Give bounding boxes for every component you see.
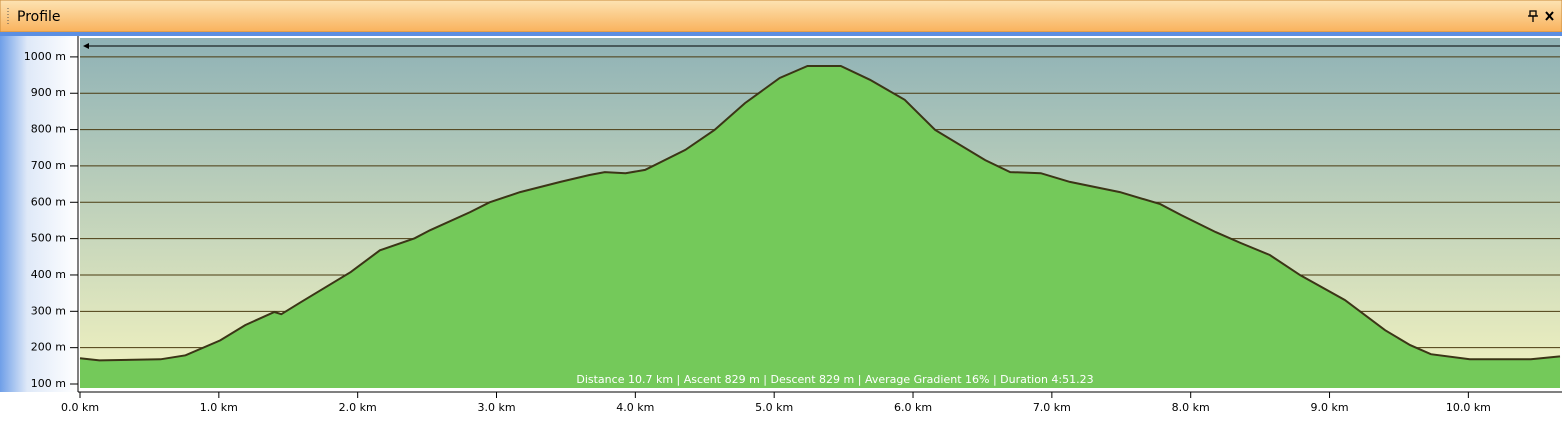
y-tick-label: 500 m (31, 232, 66, 245)
y-tick-label: 200 m (31, 341, 66, 354)
profile-line (79, 65, 1561, 362)
axes: 100 m 200 m 300 m 400 m 500 m 600 m 700 m 800 m… (24, 36, 1562, 414)
y-tick-label: 100 m (31, 377, 66, 390)
x-tick-label: 0.0 km (61, 401, 99, 414)
y-tick-label: 600 m (31, 195, 66, 208)
summary: Distance 10.7 km | Ascent 829 m | Descen… (576, 373, 1093, 386)
y-tick-label: 400 m (31, 268, 66, 281)
frame-top (0, 32, 1562, 36)
x-tick-label: 1.0 km (200, 401, 238, 414)
y-tick-label: 800 m (31, 123, 66, 136)
x-tick-label: 7.0 km (1033, 401, 1071, 414)
x-tick-label: 8.0 km (1172, 401, 1210, 414)
y-tick-label: 900 m (31, 86, 66, 99)
profile (79, 65, 1561, 388)
close-button[interactable] (1545, 11, 1554, 21)
pin-button[interactable] (1528, 10, 1538, 22)
y-axis-panel (0, 36, 78, 392)
y-tick-label: 1000 m (24, 50, 66, 63)
panel-title: Profile (17, 9, 61, 25)
x-tick-label: 5.0 km (755, 401, 793, 414)
area (80, 66, 1560, 388)
x-tick-label: 3.0 km (477, 401, 515, 414)
y-tick-label: 300 m (31, 304, 66, 317)
x-tick-label: 10.0 km (1446, 401, 1491, 414)
x-tick-label: 2.0 km (339, 401, 377, 414)
x-tick-label: 4.0 km (616, 401, 654, 414)
x-tick-label: 9.0 km (1310, 401, 1348, 414)
y-tick-label: 700 m (31, 159, 66, 172)
x-tick-label: 6.0 km (894, 401, 932, 414)
marker-arrow (83, 43, 89, 49)
title-bar (0, 0, 1562, 33)
